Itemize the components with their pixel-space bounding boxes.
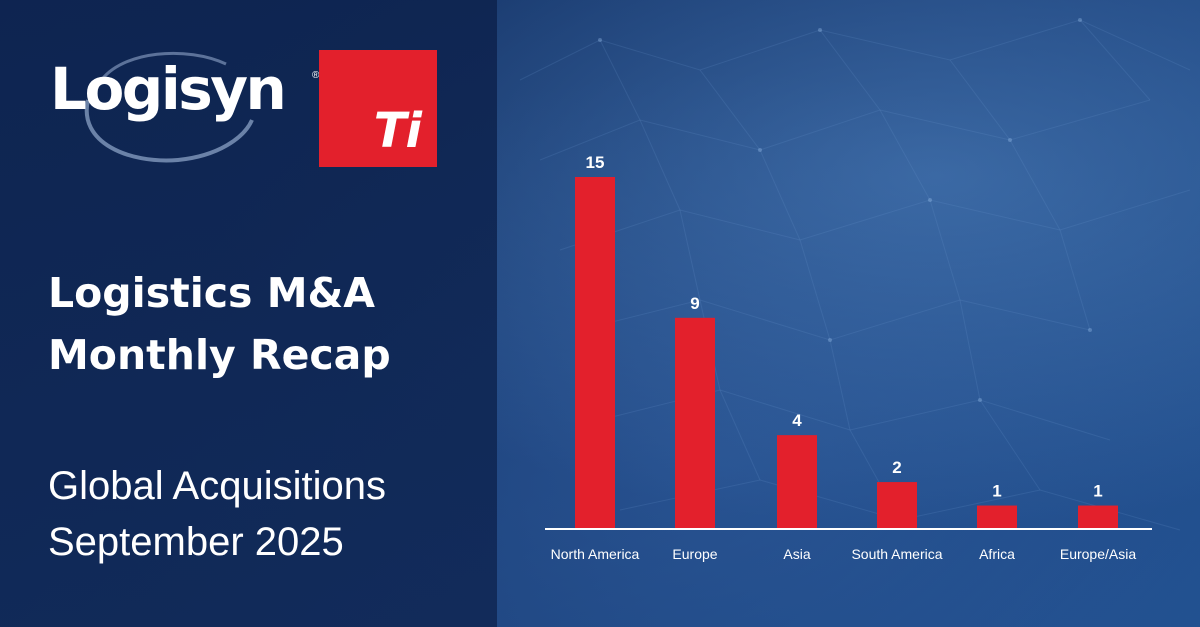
bar-value-label: 15 — [586, 153, 605, 172]
left-panel: Logisyn ® Ti Logistics M&A Monthly Recap… — [0, 0, 497, 627]
title-line-1: Logistics M&A — [48, 269, 376, 317]
bar-asia — [777, 435, 817, 529]
subtitle: Global Acquisitions September 2025 — [48, 458, 488, 570]
registered-mark: ® — [312, 70, 320, 81]
bar-south-america — [877, 482, 917, 529]
ti-logo: Ti — [319, 50, 437, 167]
bar-africa — [977, 505, 1017, 529]
category-label: North America — [551, 546, 640, 562]
category-label: Europe/Asia — [1060, 546, 1136, 562]
ti-logo-text: Ti — [373, 103, 422, 159]
bar-value-label: 1 — [992, 482, 1001, 501]
category-label: South America — [851, 546, 942, 562]
acquisitions-bar-chart: 15 North America 9 Europe 4 Asia 2 South Americ… — [545, 153, 1152, 562]
logo-swoosh-icon — [84, 51, 254, 163]
bar-europe — [675, 317, 715, 529]
category-label: Asia — [783, 546, 810, 562]
subtitle-line-2: September 2025 — [48, 520, 344, 564]
category-label: Europe — [672, 546, 717, 562]
logo-wordmark: Logisyn — [50, 55, 287, 123]
bar-europe-asia — [1078, 505, 1118, 529]
logisyn-logo: Logisyn ® — [48, 42, 319, 172]
bar-value-label: 2 — [892, 458, 901, 477]
bar-value-label: 4 — [792, 411, 802, 430]
bar-value-label: 9 — [690, 294, 699, 313]
subtitle-line-1: Global Acquisitions — [48, 464, 386, 508]
bar-north-america — [575, 177, 615, 529]
page-title: Logistics M&A Monthly Recap — [48, 262, 488, 386]
category-label: Africa — [979, 546, 1015, 562]
title-line-2: Monthly Recap — [48, 331, 391, 379]
bar-value-label: 1 — [1093, 482, 1102, 501]
